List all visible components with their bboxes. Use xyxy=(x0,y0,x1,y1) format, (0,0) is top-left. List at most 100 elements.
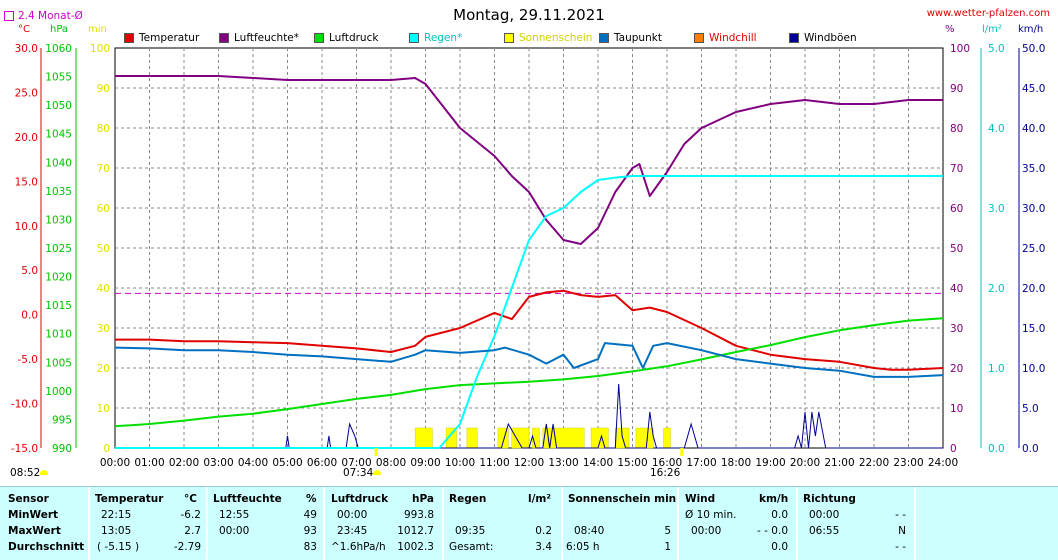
y-tick-min: 60 xyxy=(97,203,110,215)
y-tick-temp: 30.0 xyxy=(15,43,38,55)
sunset2-label: 16:26 xyxy=(650,467,681,479)
y-tick-press: 1025 xyxy=(45,243,72,255)
temp-head: Temperatur xyxy=(95,493,164,505)
x-tick-label: 07:00 xyxy=(341,457,371,469)
temp-unit: °C xyxy=(184,493,197,505)
x-tick-label: 06:00 xyxy=(307,457,337,469)
rain-avg-val: 3.4 xyxy=(535,541,552,553)
y-tick-rain: 2.0 xyxy=(988,283,1005,295)
press-unit: hPa xyxy=(412,493,434,505)
stats-sensor-label: Sensor xyxy=(8,493,49,505)
legend-label: Regen* xyxy=(424,32,463,44)
legend-luftdruck: Luftdruck xyxy=(314,32,378,44)
hum-avg-val: 83 xyxy=(303,541,317,553)
series-regen xyxy=(115,175,943,449)
sunshine-bar xyxy=(615,427,630,449)
sun-icon xyxy=(373,470,381,475)
dir-min-time: 00:00 xyxy=(809,509,840,521)
series-taupunkt xyxy=(114,342,944,378)
legend-label: Taupunkt xyxy=(614,32,662,44)
x-tick-label: 00:00 xyxy=(100,457,130,469)
y-tick-pct: 0 xyxy=(950,443,957,455)
sunrise-icon xyxy=(40,470,48,475)
y-tick-press: 990 xyxy=(52,443,72,455)
stats-table: Sensor MinWert MaxWert Durchschnitt Temp… xyxy=(0,486,1058,560)
y-tick-wind: 10.0 xyxy=(1022,363,1045,375)
hum-max-val: 93 xyxy=(303,525,317,537)
wind-max-time: 00:00 xyxy=(691,525,722,537)
press-min-time: 00:00 xyxy=(337,509,368,521)
sunshine-bar xyxy=(511,427,530,449)
y-tick-press: 1050 xyxy=(45,100,72,112)
unit-temp: °C xyxy=(18,24,30,35)
stats-max-label: MaxWert xyxy=(8,525,61,537)
unit-min: min xyxy=(88,24,107,35)
sun-max-val: 5 xyxy=(664,525,671,537)
chart-title: Montag, 29.11.2021 xyxy=(453,6,605,24)
rain-head: Regen xyxy=(449,493,487,505)
x-tick-label: 13:00 xyxy=(548,457,578,469)
y-tick-min: 70 xyxy=(97,163,110,175)
x-tick-label: 09:00 xyxy=(410,457,440,469)
y-tick-pct: 40 xyxy=(950,283,963,295)
y-tick-press: 1020 xyxy=(45,272,72,284)
x-tick-label: 16:00 xyxy=(652,457,682,469)
legend-windboeen: Windböen xyxy=(789,32,857,44)
y-tick-wind: 20.0 xyxy=(1022,283,1045,295)
y-tick-wind: 15.0 xyxy=(1022,323,1045,335)
wind-min-val: 0.0 xyxy=(771,509,788,521)
y-tick-pct: 90 xyxy=(950,83,963,95)
x-tick-label: 15:00 xyxy=(617,457,647,469)
y-tick-pct: 60 xyxy=(950,203,963,215)
series-luftdruck xyxy=(114,317,944,428)
legend-windchill: Windchill xyxy=(694,32,757,44)
y-tick-temp: 20.0 xyxy=(15,132,38,144)
temp-avg-val: -2.79 xyxy=(173,541,201,553)
y-tick-min: 30 xyxy=(97,323,110,335)
y-tick-min: 100 xyxy=(90,43,110,55)
temp-avg-time: ( -5.15 ) xyxy=(97,541,140,553)
wind-head: Wind xyxy=(685,493,716,505)
y-tick-rain: 0.0 xyxy=(988,443,1005,455)
y-tick-min: 50 xyxy=(97,243,110,255)
y-tick-wind: 45.0 xyxy=(1022,83,1045,95)
y-tick-wind: 50.0 xyxy=(1022,43,1045,55)
press-avg-val: 1002.3 xyxy=(397,541,434,553)
y-tick-temp: 10.0 xyxy=(15,221,38,233)
series-temperatur xyxy=(115,289,944,371)
unit-press: hPa xyxy=(50,24,69,35)
x-tick-label: 23:00 xyxy=(893,457,923,469)
hum-max-time: 00:00 xyxy=(219,525,250,537)
sun-head: Sonnenschein min xyxy=(568,493,677,505)
legend-taupunkt: Taupunkt xyxy=(599,32,662,44)
weather-chart: 00:00 01:00 02:00 03:00 04:00 05:00 06:00 07:00… xyxy=(11,43,1046,469)
y-tick-min: 90 xyxy=(97,83,110,95)
legend-swatch xyxy=(409,33,419,43)
press-max-val: 1012.7 xyxy=(397,525,434,537)
y-tick-temp: 25.0 xyxy=(15,87,38,99)
x-tick-label: 14:00 xyxy=(583,457,613,469)
y-tick-pct: 100 xyxy=(950,43,970,55)
y-tick-press: 1055 xyxy=(45,72,72,84)
x-tick-label: 18:00 xyxy=(721,457,751,469)
sunset-label: 07:34 xyxy=(343,467,374,479)
sun-avg-time: 6:05 h xyxy=(566,541,600,553)
y-tick-wind: 5.0 xyxy=(1022,403,1039,415)
y-tick-wind: 25.0 xyxy=(1022,243,1045,255)
y-tick-rain: 4.0 xyxy=(988,123,1005,135)
y-tick-temp: 0.0 xyxy=(21,310,38,322)
wind-unit: km/h xyxy=(759,493,789,505)
legend-label: Temperatur xyxy=(139,32,200,44)
y-tick-min: 40 xyxy=(97,283,110,295)
y-tick-pct: 80 xyxy=(950,123,963,135)
legend-label: Windböen xyxy=(804,32,857,44)
y-tick-temp: 5.0 xyxy=(21,265,38,277)
legend-swatch xyxy=(599,33,609,43)
hum-min-time: 12:55 xyxy=(219,509,250,521)
legend-swatch xyxy=(694,33,704,43)
x-tick-label: 03:00 xyxy=(203,457,233,469)
site-link[interactable]: www.wetter-pfalzen.com xyxy=(926,8,1050,19)
y-tick-wind: 0.0 xyxy=(1022,443,1039,455)
unit-pct: % xyxy=(945,24,955,35)
legend-label: Sonnenschein xyxy=(519,32,593,44)
